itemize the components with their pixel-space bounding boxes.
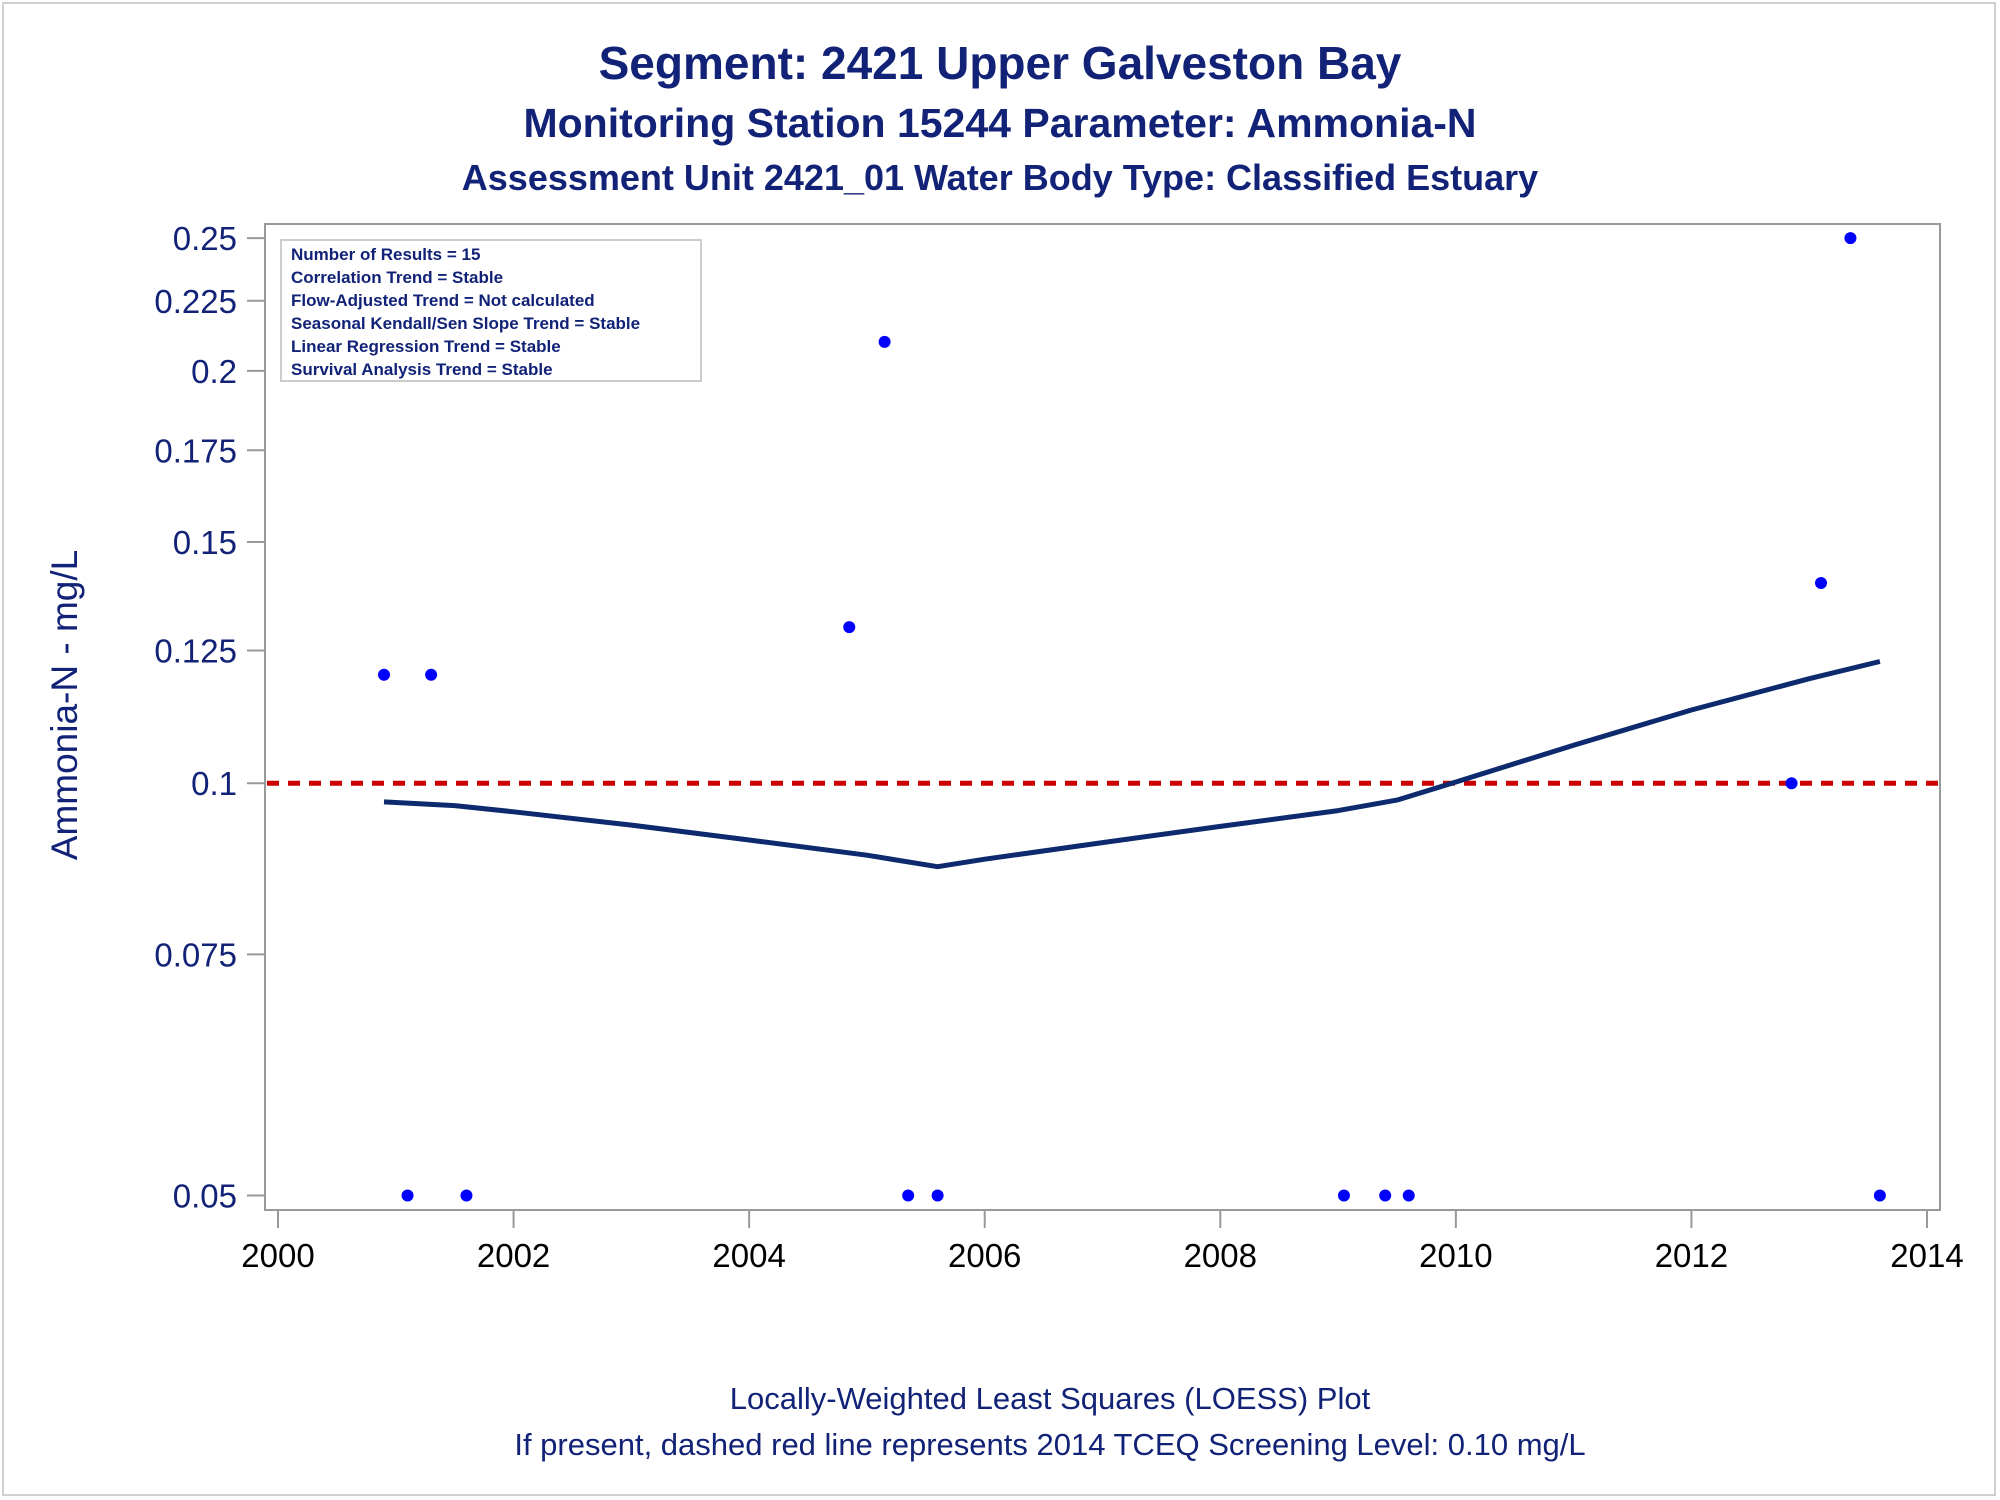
legend-line: Survival Analysis Trend = Stable (291, 360, 553, 379)
y-axis-label: Ammonia-N - mg/L (44, 550, 85, 860)
data-point (902, 1189, 915, 1202)
x-tick-label: 2012 (1655, 1237, 1728, 1274)
x-axis: 2000 2002 2004 2006 2008 2010 2012 2014 (241, 1210, 1964, 1274)
data-point (460, 1189, 473, 1202)
legend-box-border (280, 239, 702, 382)
footnote-loess: Locally-Weighted Least Squares (LOESS) P… (729, 1381, 1371, 1416)
y-tick-label: 0.075 (154, 936, 237, 973)
data-point (1402, 1189, 1415, 1202)
y-tick-label: 0.2 (191, 353, 237, 390)
legend-line: Number of Results = 15 (291, 245, 480, 264)
legend-line: Correlation Trend = Stable (291, 268, 503, 287)
x-tick-label: 2000 (241, 1237, 314, 1274)
loess-curve (383, 659, 1881, 870)
data-point (1873, 1189, 1886, 1202)
y-tick-label: 0.1 (191, 765, 237, 802)
x-tick-label: 2010 (1419, 1237, 1492, 1274)
y-tick-label: 0.25 (173, 220, 237, 257)
points-layer (378, 232, 1886, 1202)
x-tick-label: 2008 (1184, 1237, 1257, 1274)
loess-layer (383, 659, 1881, 870)
plot-area-border (264, 223, 1941, 1211)
data-point (843, 621, 856, 634)
y-tick-label: 0.225 (154, 283, 237, 320)
y-tick-label: 0.175 (154, 432, 237, 469)
chart-subtitle-station: Monitoring Station 15244 Parameter: Ammo… (523, 100, 1477, 146)
legend-line: Seasonal Kendall/Sen Slope Trend = Stabl… (291, 314, 640, 333)
data-point (401, 1189, 414, 1202)
data-point (878, 335, 891, 348)
data-point (1379, 1189, 1392, 1202)
data-point (1337, 1189, 1350, 1202)
data-point (931, 1189, 944, 1202)
footnote-screening: If present, dashed red line represents 2… (514, 1427, 1586, 1462)
data-point (1785, 777, 1798, 790)
x-tick-label: 2014 (1890, 1237, 1963, 1274)
legend-line: Flow-Adjusted Trend = Not calculated (291, 291, 595, 310)
y-tick-label: 0.05 (173, 1178, 237, 1215)
x-tick-label: 2004 (712, 1237, 785, 1274)
legend-line: Linear Regression Trend = Stable (291, 337, 561, 356)
y-tick-label: 0.15 (173, 524, 237, 561)
x-tick-label: 2002 (477, 1237, 550, 1274)
stats-legend-box: Number of Results = 15 Correlation Trend … (280, 239, 702, 382)
y-tick-label: 0.125 (154, 632, 237, 669)
data-point (378, 668, 391, 681)
chart-subtitle-assessment: Assessment Unit 2421_01 Water Body Type:… (461, 157, 1539, 198)
data-point (1844, 232, 1857, 245)
y-axis: 0.05 0.075 0.1 0.125 0.15 0.175 0.2 0.225 0.25 (154, 220, 265, 1215)
data-point (425, 668, 438, 681)
x-tick-label: 2006 (948, 1237, 1021, 1274)
data-point (1814, 577, 1827, 590)
chart-title: Segment: 2421 Upper Galveston Bay (598, 37, 1402, 89)
